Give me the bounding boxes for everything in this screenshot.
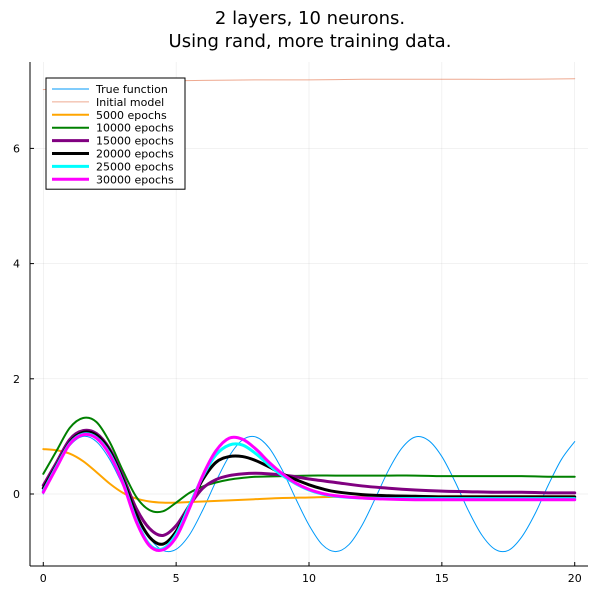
plot-area <box>41 78 577 553</box>
legend-label-5000-epochs: 5000 epochs <box>96 109 167 122</box>
legend-label-10000-epochs: 10000 epochs <box>96 122 174 135</box>
x-tick-label: 10 <box>302 572 316 585</box>
y-tick-label: 2 <box>13 373 20 386</box>
legend-box <box>45 77 186 190</box>
legend-label-15000-epochs: 15000 epochs <box>96 135 174 148</box>
y-tick-label: 6 <box>13 142 20 155</box>
x-tick-label: 0 <box>40 572 47 585</box>
x-tick-label: 15 <box>435 572 449 585</box>
legend-label-true-function: True function <box>95 83 168 96</box>
x-tick-label: 20 <box>568 572 582 585</box>
y-tick-label: 4 <box>13 258 20 271</box>
legend-label-25000-epochs: 25000 epochs <box>96 160 174 173</box>
series-line-30000-epochs <box>41 432 577 553</box>
chart-subtitle: Using rand, more training data. <box>169 31 452 52</box>
y-tick-label: 0 <box>13 488 20 501</box>
tick-labels: 0 5 10 15 20 0 2 4 6 <box>13 142 582 585</box>
legend-label-initial-model: Initial model <box>96 96 164 109</box>
legend-label-30000-epochs: 30000 epochs <box>96 173 174 186</box>
legend-label-20000-epochs: 20000 epochs <box>96 148 174 161</box>
chart-title: 2 layers, 10 neurons. <box>215 8 405 29</box>
series-line-10000-epochs <box>42 416 576 514</box>
x-tick-label: 5 <box>173 572 180 585</box>
